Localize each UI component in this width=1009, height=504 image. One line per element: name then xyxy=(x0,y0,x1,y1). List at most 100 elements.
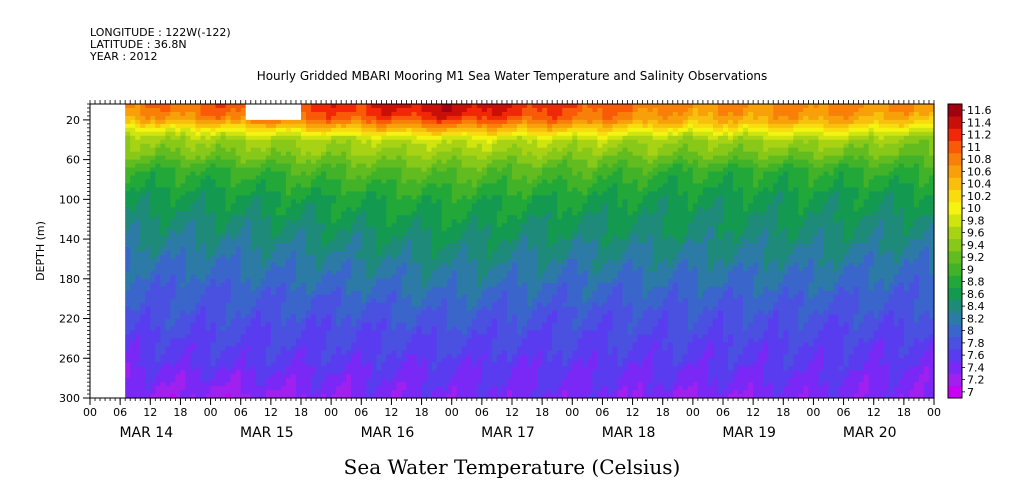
heatmap-cell xyxy=(190,266,197,272)
heatmap-cell xyxy=(421,247,428,252)
heatmap-cell xyxy=(431,191,438,196)
heatmap-cell xyxy=(245,386,252,391)
heatmap-cell xyxy=(130,155,136,161)
heatmap-cell xyxy=(331,306,337,312)
heatmap-cell xyxy=(411,159,418,165)
heatmap-cell xyxy=(356,179,362,185)
heatmap-cell xyxy=(366,151,372,157)
heatmap-cell xyxy=(290,290,297,296)
heatmap-cell xyxy=(130,115,136,121)
heatmap-cell xyxy=(145,151,151,157)
heatmap-cell xyxy=(195,163,202,169)
heatmap-cell xyxy=(456,215,463,220)
heatmap-cell xyxy=(140,131,146,137)
heatmap-cell xyxy=(225,139,232,145)
heatmap-cell xyxy=(381,131,387,137)
heatmap-cell xyxy=(225,382,232,387)
heatmap-cell xyxy=(326,254,332,260)
heatmap-cell xyxy=(180,104,187,109)
heatmap-cell xyxy=(250,290,257,296)
heatmap-cell xyxy=(150,243,156,248)
heatmap-cell xyxy=(275,342,282,347)
heatmap-cell xyxy=(441,378,448,383)
heatmap-cell xyxy=(441,286,448,292)
heatmap-cell xyxy=(386,282,393,288)
heatmap-cell xyxy=(285,394,292,399)
heatmap-cell xyxy=(275,298,282,304)
heatmap-cell xyxy=(225,171,232,177)
heatmap-cell xyxy=(351,378,357,383)
heatmap-cell xyxy=(391,127,398,133)
heatmap-cell xyxy=(125,155,131,161)
heatmap-cell xyxy=(401,151,408,157)
heatmap-cell xyxy=(170,231,176,236)
heatmap-cell xyxy=(396,254,403,260)
heatmap-cell xyxy=(135,243,141,248)
heatmap-cell xyxy=(446,278,453,284)
heatmap-cell xyxy=(180,278,187,284)
heatmap-cell xyxy=(361,203,367,208)
heatmap-cell xyxy=(321,346,327,351)
heatmap-cell xyxy=(180,215,187,220)
heatmap-cell xyxy=(295,139,302,145)
heatmap-cell xyxy=(456,119,463,125)
heatmap-cell xyxy=(386,187,393,192)
heatmap-cell xyxy=(306,163,312,169)
heatmap-cell xyxy=(446,183,453,189)
heatmap-cell xyxy=(356,366,362,371)
heatmap-cell xyxy=(160,334,166,339)
heatmap-cell xyxy=(160,215,166,220)
heatmap-cell xyxy=(371,163,377,169)
heatmap-cell xyxy=(436,219,443,224)
heatmap-cell xyxy=(321,139,327,145)
heatmap-cell xyxy=(351,139,357,145)
heatmap-cell xyxy=(170,374,176,379)
heatmap-cell xyxy=(215,119,222,125)
heatmap-cell xyxy=(341,374,347,379)
heatmap-cell xyxy=(235,318,242,324)
heatmap-cell xyxy=(130,274,136,280)
heatmap-cell xyxy=(250,254,257,260)
heatmap-cell xyxy=(295,278,302,284)
heatmap-cell xyxy=(260,135,267,141)
heatmap-cell xyxy=(175,203,182,208)
heatmap-cell xyxy=(381,104,387,109)
heatmap-cell xyxy=(175,235,182,240)
heatmap-cell xyxy=(351,211,357,216)
heatmap-cell xyxy=(210,155,217,161)
heatmap-cell xyxy=(436,270,443,276)
heatmap-cell xyxy=(140,342,146,347)
heatmap-cell xyxy=(441,326,448,332)
heatmap-cell xyxy=(451,123,458,129)
heatmap-cell xyxy=(411,318,418,324)
heatmap-cell xyxy=(441,342,448,347)
heatmap-cell xyxy=(456,115,463,121)
heatmap-cell xyxy=(280,278,287,284)
heatmap-cell xyxy=(396,330,403,336)
heatmap-cell xyxy=(270,231,277,236)
heatmap-cell xyxy=(265,254,272,260)
heatmap-cell xyxy=(290,302,297,308)
heatmap-cell xyxy=(185,386,192,391)
heatmap-cell xyxy=(170,298,176,304)
heatmap-cell xyxy=(165,358,171,363)
heatmap-cell xyxy=(125,143,131,149)
heatmap-cell xyxy=(356,278,362,284)
heatmap-cell xyxy=(361,258,367,264)
heatmap-cell xyxy=(311,191,317,196)
heatmap-cell xyxy=(205,235,212,240)
heatmap-cell xyxy=(451,235,458,240)
heatmap-cell xyxy=(245,167,252,173)
heatmap-cell xyxy=(170,286,176,292)
heatmap-cell xyxy=(426,167,433,173)
heatmap-cell xyxy=(295,342,302,347)
heatmap-cell xyxy=(230,175,237,181)
heatmap-cell xyxy=(426,278,433,284)
heatmap-cell xyxy=(170,167,176,173)
heatmap-cell xyxy=(225,211,232,216)
heatmap-cell xyxy=(401,135,408,141)
heatmap-cell xyxy=(321,350,327,355)
heatmap-cell xyxy=(391,219,398,224)
heatmap-cell xyxy=(336,223,342,228)
heatmap-cell xyxy=(175,286,182,292)
